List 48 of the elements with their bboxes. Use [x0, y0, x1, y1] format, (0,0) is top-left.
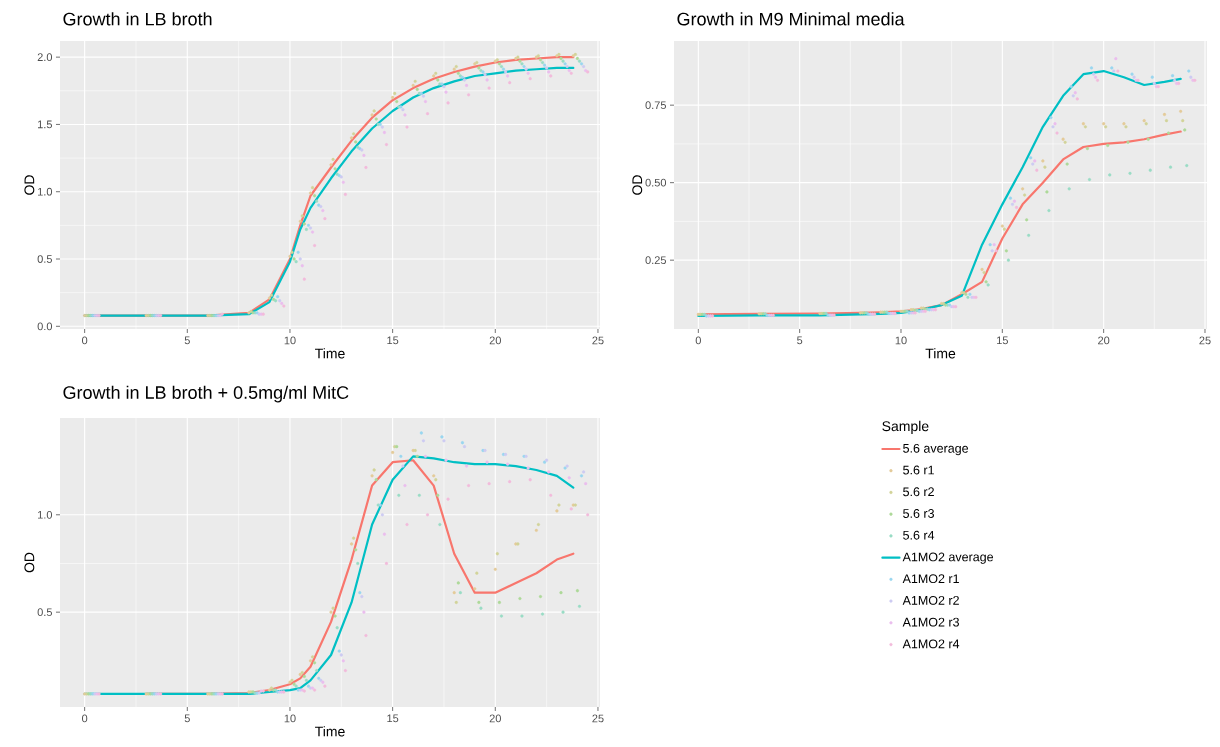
- x-tick-label: 20: [1098, 336, 1110, 345]
- x-tick-label: 20: [489, 714, 501, 723]
- x-axis-title: Time: [315, 348, 345, 359]
- x-tick-label: 5: [184, 336, 190, 345]
- y-tick-label: 0.50: [645, 178, 667, 187]
- x-tick-label: 0: [82, 336, 88, 345]
- chart-title: Growth in M9 Minimal media: [677, 12, 905, 26]
- x-axis-title: Time: [315, 726, 345, 737]
- legend-label: A1MO2 r4: [902, 639, 960, 649]
- y-tick-label: 1.0: [38, 510, 53, 519]
- legend-label: 5.6 r3: [903, 509, 934, 518]
- legend-label: A1MO2 r3: [902, 617, 959, 627]
- x-tick-label: 25: [1199, 336, 1211, 345]
- legend-label: 5.6 r1: [903, 465, 934, 475]
- y-axis-title: OD: [24, 552, 35, 573]
- x-tick-label: 0: [695, 336, 701, 345]
- y-tick-label: 0.5: [37, 255, 52, 263]
- x-tick-label: 0: [82, 714, 88, 723]
- y-tick-label: 2.0: [37, 53, 53, 62]
- x-tick-label: 15: [997, 336, 1008, 345]
- y-axis-title: OD: [632, 175, 643, 195]
- legend-label: A1MO2 r1: [902, 574, 959, 584]
- legend-label: A1MO2 average: [902, 552, 994, 564]
- x-axis-title: Time: [925, 348, 956, 359]
- x-tick-label: 10: [895, 336, 907, 345]
- legend-label: A1MO2 r2: [902, 595, 959, 605]
- x-tick-label: 10: [284, 336, 296, 345]
- x-tick-label: 5: [797, 336, 803, 345]
- x-tick-label: 25: [592, 336, 604, 345]
- legend-label: 5.6 r2: [903, 487, 934, 497]
- x-tick-label: 20: [489, 336, 501, 345]
- x-tick-label: 15: [387, 336, 399, 345]
- x-tick-label: 25: [592, 714, 604, 723]
- y-tick-label: 1.5: [38, 120, 52, 129]
- y-tick-label: 0.0: [37, 322, 53, 331]
- legend-title: Sample: [882, 420, 929, 434]
- x-tick-label: 5: [184, 714, 190, 723]
- y-tick-label: 0.5: [37, 608, 52, 617]
- chart-title: Growth in LB broth: [63, 12, 212, 26]
- y-axis-title: OD: [24, 175, 35, 195]
- x-tick-label: 15: [387, 714, 399, 723]
- chart-title: Growth in LB broth + 0.5mg/ml MitC: [63, 385, 349, 403]
- legend-label: 5.6 r4: [903, 530, 935, 540]
- legend-label: 5.6 average: [903, 443, 969, 456]
- y-tick-label: 0.75: [645, 101, 666, 110]
- x-tick-label: 10: [284, 714, 296, 723]
- y-tick-label: 1.0: [38, 187, 53, 196]
- y-tick-label: 0.25: [645, 256, 666, 265]
